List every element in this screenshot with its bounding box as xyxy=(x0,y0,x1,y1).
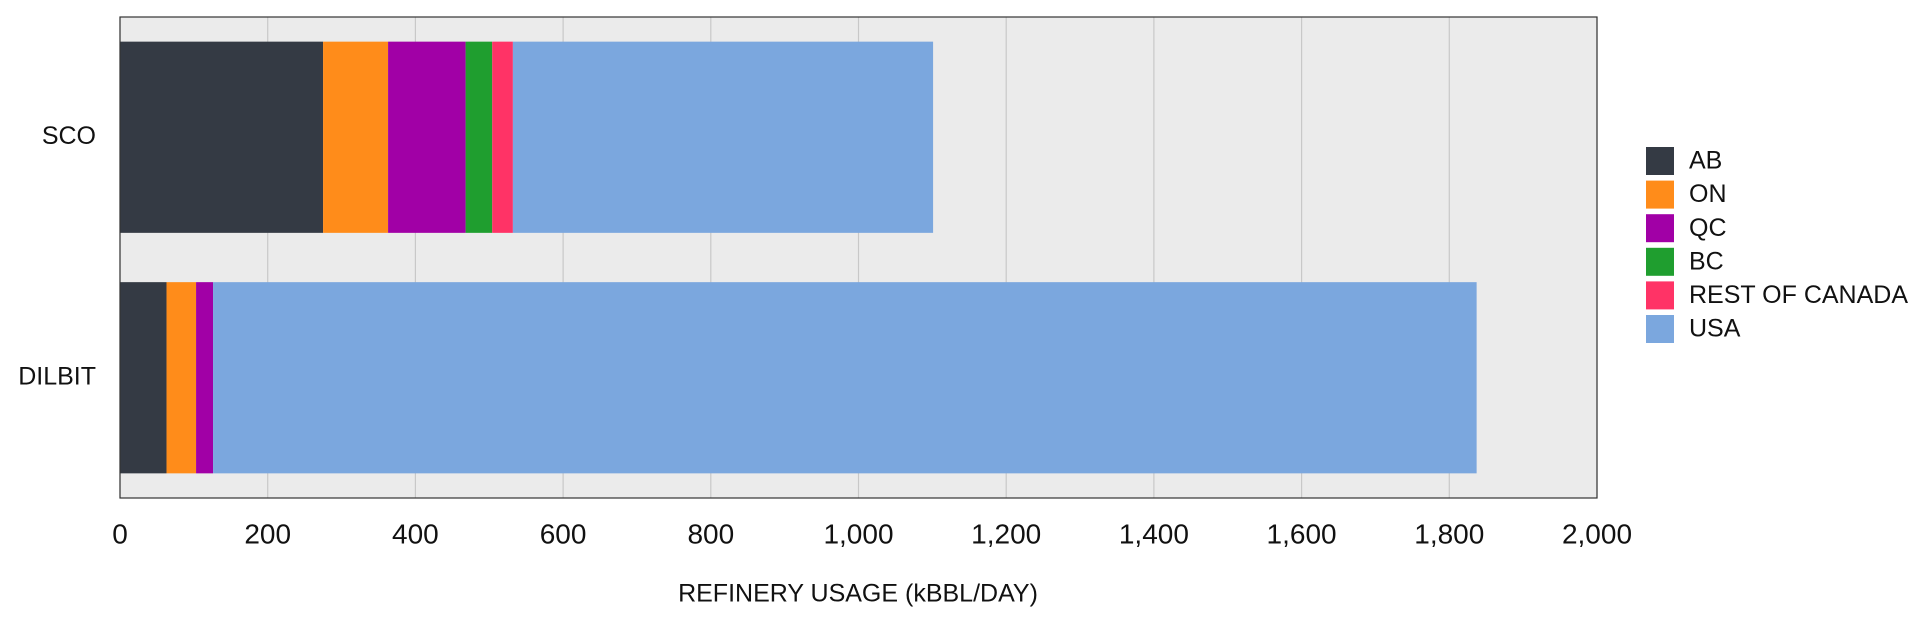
x-tick-label: 400 xyxy=(392,518,439,549)
x-tick-label: 1,400 xyxy=(1119,518,1189,549)
y-tick-label: DILBIT xyxy=(18,362,96,390)
legend-label: BC xyxy=(1689,247,1724,275)
bar-segment xyxy=(465,41,493,233)
legend-swatch xyxy=(1646,247,1674,276)
bar-segment xyxy=(388,41,466,233)
legend-label: REST OF CANADA xyxy=(1689,281,1908,309)
legend-label: QC xyxy=(1689,214,1727,242)
legend-swatch xyxy=(1646,281,1674,310)
legend-swatch xyxy=(1646,214,1674,243)
x-tick-label: 1,600 xyxy=(1267,518,1337,549)
x-tick-label: 2,000 xyxy=(1562,518,1632,549)
bar-segment xyxy=(196,282,214,474)
x-tick-label: 0 xyxy=(112,518,128,549)
plot-frame xyxy=(119,16,1598,499)
bar-segment xyxy=(492,41,513,233)
legend-label: AB xyxy=(1689,147,1722,175)
x-tick-label: 200 xyxy=(244,518,291,549)
legend-swatch xyxy=(1646,147,1674,175)
legend-swatch xyxy=(1646,180,1674,209)
bar-segment xyxy=(323,41,389,233)
legend-label: ON xyxy=(1689,180,1727,208)
x-tick-label: 600 xyxy=(540,518,587,549)
legend-swatch xyxy=(1646,315,1674,343)
bar-segment xyxy=(512,41,934,233)
bar-segment xyxy=(120,41,324,233)
x-axis-label: REFINERY USAGE (kBBL/DAY) xyxy=(678,580,1038,608)
x-tick-label: 1,000 xyxy=(823,518,893,549)
bar-segment xyxy=(166,282,197,474)
bar-segment xyxy=(120,282,167,474)
x-tick-label: 1,800 xyxy=(1414,518,1484,549)
legend-label: USA xyxy=(1689,315,1741,343)
x-tick-label: 1,200 xyxy=(971,518,1041,549)
bar-segment xyxy=(213,282,1477,474)
x-tick-label: 800 xyxy=(687,518,734,549)
y-tick-label: SCO xyxy=(42,122,96,150)
